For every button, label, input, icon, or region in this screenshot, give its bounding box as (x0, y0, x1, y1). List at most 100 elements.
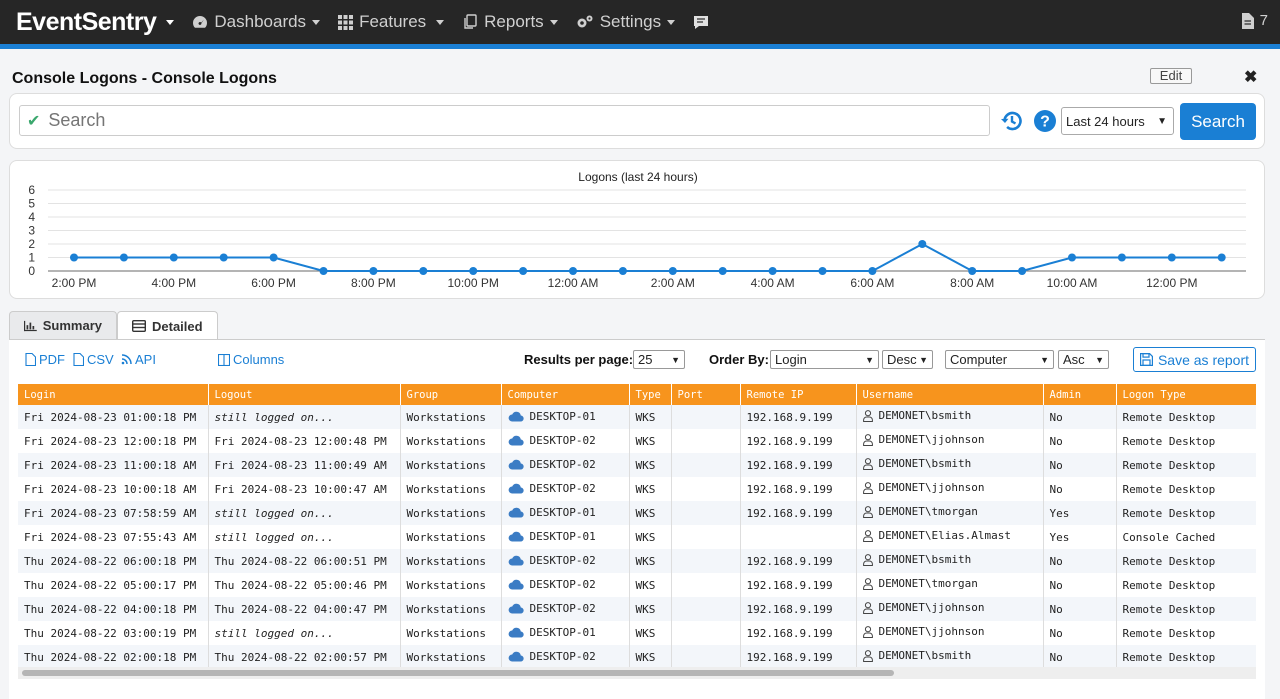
x-tick-label: 10:00 AM (1047, 276, 1098, 290)
table-row[interactable]: Fri 2024-08-23 12:00:18 PM Fri 2024-08-23… (18, 429, 1256, 453)
column-header[interactable]: Admin (1043, 384, 1117, 405)
data-point[interactable] (369, 267, 378, 275)
data-point[interactable] (668, 267, 677, 275)
scrollbar-thumb[interactable] (22, 670, 894, 676)
cell-text: DEMONET\tmorgan (878, 505, 978, 519)
brand-menu[interactable]: EventSentry (16, 8, 175, 37)
table-cell: DEMONET\jjohnson (856, 477, 1044, 501)
tab-summary[interactable]: Summary (9, 311, 117, 339)
time-range-select[interactable]: Last 24 hours ▼ (1061, 107, 1174, 135)
data-point[interactable] (768, 267, 777, 275)
chevron-down-icon: ▼ (1095, 354, 1104, 365)
notifications-button[interactable]: 7 (1241, 12, 1268, 29)
column-header[interactable]: Port (671, 384, 741, 405)
table-row[interactable]: Thu 2024-08-22 06:00:18 PM Thu 2024-08-22… (18, 549, 1256, 573)
column-header[interactable]: Type (629, 384, 672, 405)
search-box[interactable]: ✔ (19, 105, 990, 136)
data-point[interactable] (718, 267, 727, 275)
x-tick-label: 10:00 PM (448, 276, 499, 290)
columns-link[interactable]: Columns (218, 352, 284, 367)
data-point[interactable] (219, 253, 228, 262)
gauge-icon (193, 16, 208, 28)
data-point[interactable] (918, 240, 927, 248)
history-icon[interactable] (1000, 109, 1024, 133)
horizontal-scrollbar[interactable] (18, 667, 1256, 679)
table-row[interactable]: Thu 2024-08-22 02:00:18 PM Thu 2024-08-22… (18, 645, 1256, 669)
data-point[interactable] (618, 267, 627, 275)
table-cell: Remote Desktop (1116, 645, 1256, 669)
data-point[interactable] (968, 267, 977, 275)
data-point[interactable] (469, 267, 478, 275)
table-cell: Workstations (400, 645, 502, 669)
api-link[interactable]: API (121, 352, 156, 367)
data-point[interactable] (1018, 267, 1027, 275)
table-row[interactable]: Thu 2024-08-22 05:00:17 PM Thu 2024-08-22… (18, 573, 1256, 597)
order-direction-select-1[interactable]: Desc ▼ (882, 350, 933, 369)
help-icon[interactable]: ? (1033, 109, 1057, 133)
column-header[interactable]: Computer (501, 384, 630, 405)
nav-features[interactable]: Features (338, 12, 445, 32)
column-header[interactable]: Logout (208, 384, 401, 405)
nav-dashboards[interactable]: Dashboards (192, 12, 321, 32)
table-cell: DESKTOP-02 (501, 573, 630, 597)
cell-with-icon: DESKTOP-02 (508, 554, 596, 567)
column-header[interactable]: Group (400, 384, 502, 405)
column-header[interactable]: Login (18, 384, 209, 405)
cell-text: DEMONET\tmorgan (878, 577, 978, 591)
data-point[interactable] (868, 267, 877, 275)
data-point[interactable] (169, 253, 178, 262)
cloud-icon (508, 651, 524, 662)
data-point[interactable] (419, 267, 428, 275)
order-by-select-1[interactable]: Login ▼ (770, 350, 879, 369)
cell-with-icon: DEMONET\Elias.Almast (862, 529, 1011, 542)
tab-detailed[interactable]: Detailed (117, 311, 218, 340)
data-point[interactable] (269, 253, 278, 262)
results-per-page-select[interactable]: 25 ▼ (633, 350, 685, 369)
data-point[interactable] (1068, 253, 1076, 262)
table-cell: still logged on... (208, 405, 401, 429)
table-cell: No (1043, 477, 1117, 501)
table-cell: Thu 2024-08-22 02:00:57 PM (208, 645, 401, 669)
table-row[interactable]: Fri 2024-08-23 01:00:18 PM still logged o… (18, 405, 1256, 429)
column-header[interactable]: Remote IP (740, 384, 857, 405)
table-row[interactable]: Fri 2024-08-23 10:00:18 AM Fri 2024-08-23… (18, 477, 1256, 501)
order-direction-value-1: Desc (887, 352, 917, 367)
user-icon (862, 529, 873, 542)
column-header[interactable]: Username (856, 384, 1044, 405)
save-as-report-button[interactable]: Save as report (1133, 347, 1256, 372)
table-row[interactable]: Thu 2024-08-22 04:00:18 PM Thu 2024-08-22… (18, 597, 1256, 621)
data-point[interactable] (569, 267, 577, 275)
column-header[interactable]: Logon Type (1116, 384, 1256, 405)
data-point[interactable] (119, 253, 128, 262)
table-row[interactable]: Fri 2024-08-23 07:55:43 AM still logged o… (18, 525, 1256, 549)
order-by-select-2[interactable]: Computer ▼ (945, 350, 1054, 369)
data-point[interactable] (519, 267, 528, 275)
edit-button[interactable]: Edit (1150, 68, 1192, 84)
order-direction-select-2[interactable]: Asc ▼ (1058, 350, 1109, 369)
nav-settings[interactable]: Settings (576, 12, 676, 32)
table-cell: DESKTOP-02 (501, 597, 630, 621)
table-cell: DESKTOP-02 (501, 549, 630, 573)
table-row[interactable]: Thu 2024-08-22 03:00:19 PM still logged o… (18, 621, 1256, 645)
table-row[interactable]: Fri 2024-08-23 07:58:59 AM still logged o… (18, 501, 1256, 525)
close-icon[interactable]: ✖ (1244, 69, 1258, 86)
search-input[interactable] (48, 110, 949, 131)
user-icon (862, 577, 873, 590)
search-button[interactable]: Search (1180, 103, 1256, 140)
data-point[interactable] (1217, 253, 1226, 262)
table-cell: DEMONET\bsmith (856, 405, 1044, 429)
table-cell: DESKTOP-01 (501, 501, 630, 525)
data-point[interactable] (818, 267, 827, 275)
data-point[interactable] (70, 253, 78, 262)
data-point[interactable] (1167, 253, 1176, 262)
nav-reports[interactable]: Reports (462, 12, 558, 32)
data-point[interactable] (319, 267, 328, 275)
table-cell: WKS (629, 645, 672, 669)
pdf-link[interactable]: PDF (25, 352, 65, 367)
table-row[interactable]: Fri 2024-08-23 11:00:18 AM Fri 2024-08-23… (18, 453, 1256, 477)
cloud-icon (508, 627, 524, 638)
table-cell: Workstations (400, 549, 502, 573)
data-point[interactable] (1117, 253, 1126, 262)
csv-link[interactable]: CSV (73, 352, 114, 367)
chat-button[interactable] (693, 15, 715, 30)
